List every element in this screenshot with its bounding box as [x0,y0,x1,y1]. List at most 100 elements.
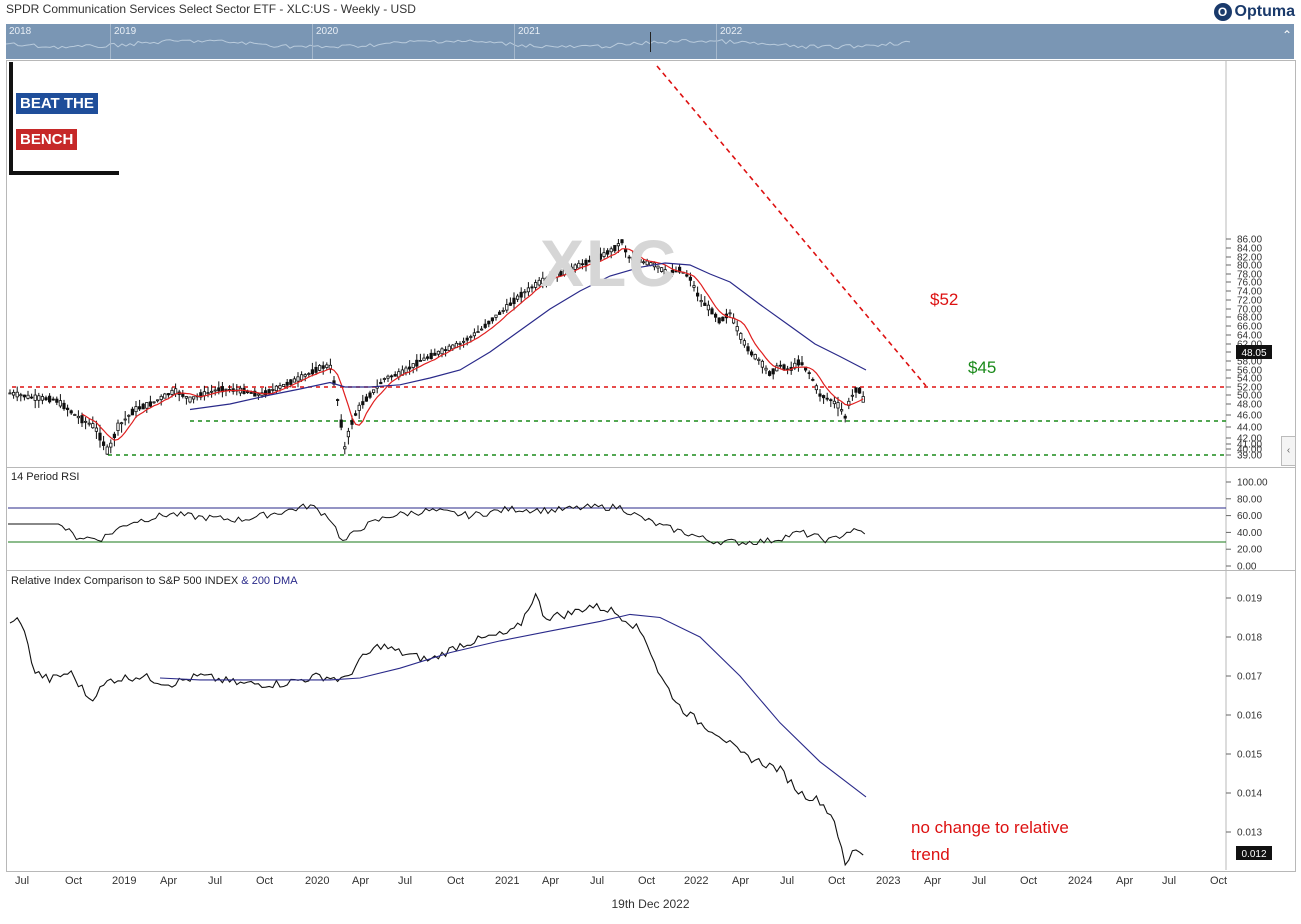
candle-body [188,396,192,403]
candle-body [152,401,156,404]
candle-body [440,348,444,355]
candle-body [663,269,667,275]
candle-body [328,364,333,370]
relative-series [9,592,864,867]
price-tick-label: 52.00 [1237,383,1262,394]
navigator-handle[interactable] [650,32,651,52]
candle-body [598,253,603,260]
candle-body [616,243,621,247]
candle-body [134,406,138,413]
x-tick-label: Oct [256,875,274,887]
price-tick-label: 56.00 [1237,366,1262,377]
x-tick-label: 2023 [876,875,901,887]
candle-body [213,389,217,392]
candle-body [750,351,754,356]
candle-body [389,375,394,378]
candle-body [548,276,552,280]
candle-body [285,381,289,386]
x-tick-label: Oct [1020,875,1038,887]
candle-body [451,344,455,350]
x-tick-label: Jul [208,875,223,887]
candle-body [814,385,819,391]
relative-title-b: & 200 DMA [238,575,298,587]
x-tick-label: Oct [638,875,656,887]
candle-body [256,393,261,396]
candle-body [483,323,487,328]
candle-body [858,387,862,394]
rsi-tick-label: 80.00 [1237,494,1262,505]
x-tick-label: 2019 [112,875,137,887]
candle-body [458,343,462,345]
x-tick-label: Oct [447,875,465,887]
candle-body [501,310,505,312]
candle-body [764,367,768,371]
candle-body [472,332,477,337]
candle-body [739,333,743,340]
relative-title: Relative Index Comparison to S&P 500 IND… [11,575,298,587]
candle-body [411,363,415,368]
nav-year-2021: 2021 [518,26,541,37]
candle-body [436,350,441,355]
candle-body [40,396,45,401]
nav-divider [312,24,313,59]
candle-body [843,415,847,419]
price-tick-label: 48.00 [1237,400,1262,411]
candle-body [303,374,307,377]
candle-body [66,407,70,411]
collapse-panel-button[interactable]: ‹ [1281,436,1296,466]
candle-body [267,389,271,394]
candle-body [534,282,538,288]
relative-tick-label: 0.016 [1237,711,1262,722]
candle-body [123,418,127,421]
candle-body [112,433,116,439]
price-tick-label: 80.00 [1237,261,1262,272]
candle-body [217,387,221,392]
downtrend-line [656,65,927,387]
candle-body [746,346,750,352]
relative-tick-label: 0.018 [1237,633,1262,644]
x-tick-label: 2022 [684,875,709,887]
candle-body [541,277,545,285]
rsi-series [8,503,866,547]
candle-body [613,245,617,252]
x-tick-label: 2021 [495,875,520,887]
candle-body [508,302,513,306]
candle-body [271,389,275,391]
candle-body [512,297,516,305]
candle-body [289,379,293,385]
candle-body [595,256,599,261]
candle-body [570,266,574,271]
candle-body [854,387,858,393]
x-tick-label: Oct [1210,875,1228,887]
price-tick-label: 78.00 [1237,270,1262,281]
candle-body [728,312,732,315]
candle-body [37,395,41,401]
collapse-icon[interactable]: ⌃ [1281,28,1292,42]
price-tick-label: 82.00 [1237,253,1262,264]
candle-body [559,271,563,277]
candle-body [325,364,329,368]
candle-body [296,376,300,382]
candle-body [469,336,473,338]
date-navigator[interactable]: 2018 2019 2020 2021 2022 ⌃ [6,24,1294,59]
candle-body [11,391,16,396]
candle-body [141,403,145,410]
candle-body [631,256,635,261]
candle-body [771,368,775,375]
watermark: XLC [540,226,678,300]
rsi-tick-label: 0.00 [1237,562,1257,573]
candle-body [476,331,480,334]
candle-body [386,375,390,379]
candle-body [552,275,556,278]
candle-body [685,274,689,277]
candle-body [490,317,495,322]
x-tick-label: Jul [398,875,413,887]
price-tick-label: 54.00 [1237,374,1262,385]
candle-body [735,326,739,332]
candle-body [33,394,37,401]
candle-body [155,399,160,402]
candle-body [137,406,142,410]
relative-note-line2: trend [911,845,950,864]
candle-body [44,397,48,401]
